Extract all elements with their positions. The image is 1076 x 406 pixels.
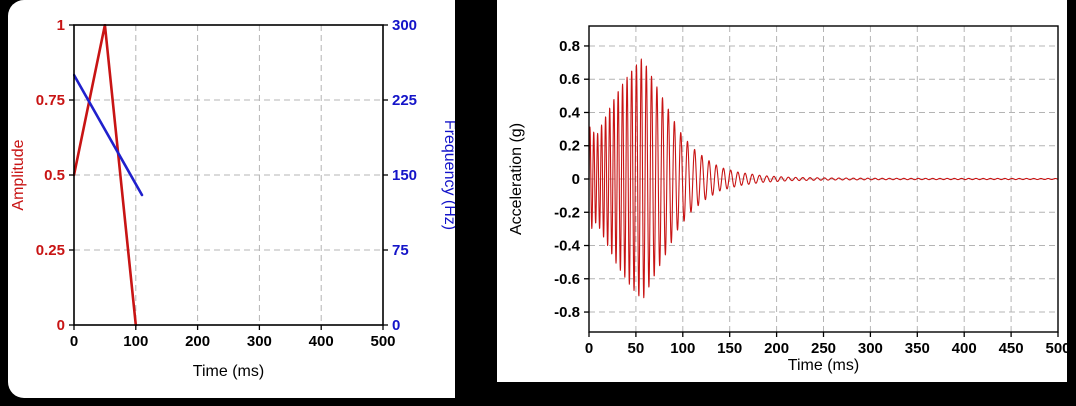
left-y-tick-label: -0.4 (554, 238, 581, 255)
x-tick-label: 200 (185, 333, 210, 350)
right-y-tick-label: 0 (392, 317, 400, 334)
x-tick-label: 500 (1045, 340, 1067, 357)
x-tick-label: 100 (670, 340, 695, 357)
x-tick-label: 500 (370, 333, 395, 350)
x-tick-label: 400 (952, 340, 977, 357)
x-tick-label: 400 (309, 333, 334, 350)
x-axis-label: Time (ms) (193, 363, 264, 380)
right-chart-panel: 0 50 100 150 200 250 300 350 400 450 500 -0.8 -0.6 -0… (497, 0, 1067, 382)
left-y-axis-label: Acceleration (g) (508, 123, 525, 235)
x-tick-label: 300 (858, 340, 883, 357)
x-tick-label: 300 (247, 333, 272, 350)
left-chart-svg: 0 100 200 300 400 50000.250.50.75107515022530… (10, 17, 455, 380)
left-y-tick-label: 0 (57, 317, 65, 334)
left-y-tick-label: 0.75 (36, 92, 65, 109)
left-y-tick-label: 0.6 (559, 71, 580, 88)
right-y-axis-label: Frequency (Hz) (441, 120, 455, 230)
left-y-tick-label: -0.2 (554, 204, 580, 221)
x-tick-label: 50 (628, 340, 645, 357)
left-y-tick-label: 0.4 (559, 104, 581, 121)
x-tick-label: 200 (764, 340, 789, 357)
x-tick-label: 0 (70, 333, 78, 350)
x-axis-label: Time (ms) (788, 357, 859, 374)
left-y-tick-label: 0 (572, 171, 580, 188)
frequency-sweep-series (73, 73, 144, 197)
right-y-tick-label: 150 (392, 167, 417, 184)
right-y-tick-label: 75 (392, 242, 409, 259)
x-tick-label: 150 (717, 340, 742, 357)
x-tick-label: 100 (123, 333, 148, 350)
x-tick-label: 0 (585, 340, 593, 357)
acceleration-waveform-series (588, 58, 1059, 299)
left-y-tick-label: 1 (57, 17, 65, 34)
left-y-tick-label: -0.6 (554, 271, 580, 288)
left-y-tick-label: 0.8 (559, 38, 580, 55)
left-y-tick-label: 0.2 (559, 138, 580, 155)
x-tick-label: 250 (811, 340, 836, 357)
left-y-tick-label: 0.25 (36, 242, 65, 259)
left-y-tick-label: 0.5 (44, 167, 65, 184)
right-y-tick-label: 225 (392, 92, 417, 109)
left-y-axis-label: Amplitude (10, 139, 27, 210)
x-tick-label: 450 (999, 340, 1024, 357)
x-tick-label: 350 (905, 340, 930, 357)
right-chart-svg: 0 50 100 150 200 250 300 350 400 450 500 -0.8 -0.6 -0… (508, 25, 1067, 374)
right-y-tick-label: 300 (392, 17, 417, 34)
left-chart-panel: 0 100 200 300 400 500 0 0.25 0.5 0.75 1 0 75 150 225 30… (8, 0, 455, 398)
left-y-tick-label: -0.8 (554, 304, 580, 321)
